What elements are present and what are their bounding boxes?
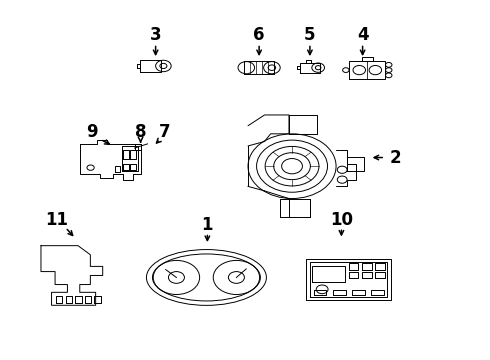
Text: 1: 1 [201,216,213,234]
Text: 8: 8 [135,123,147,141]
Text: 4: 4 [357,26,368,44]
Text: 5: 5 [304,26,316,44]
Text: 3: 3 [150,26,161,44]
Text: 6: 6 [253,26,265,44]
Text: 10: 10 [330,211,353,229]
Text: 11: 11 [46,211,68,229]
Text: 9: 9 [86,123,98,141]
Text: 7: 7 [159,123,171,141]
Text: 2: 2 [390,149,401,167]
